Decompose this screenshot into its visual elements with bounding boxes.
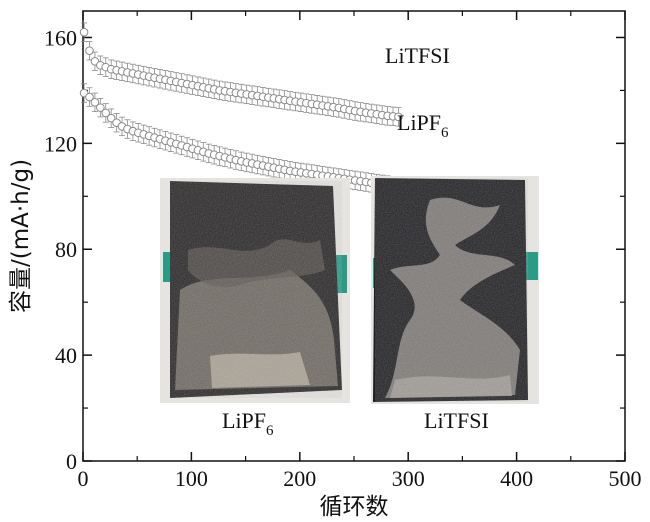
photo-caption-litfsi: LiTFSI [424, 408, 489, 433]
data-point [79, 27, 89, 37]
y-tick-label: 80 [55, 237, 77, 262]
data-marks [79, 22, 403, 196]
data-point [101, 108, 111, 118]
y-axis-title: 容量/(mA·h/g) [8, 159, 34, 313]
x-tick-label: 0 [78, 466, 89, 491]
y-tick-label: 0 [66, 449, 77, 474]
data-point [106, 113, 116, 123]
data-point [96, 103, 105, 112]
axis-ticks: 0 100 200 300 400 500 0 40 80 120 160 [44, 11, 642, 491]
inset-photo-lipf6: LiPF6 [160, 178, 350, 441]
series-label-lipf6: LiPF6 [397, 110, 449, 141]
data-point [394, 112, 403, 122]
x-axis-title: 循环数 [320, 494, 389, 520]
y-tick-label: 40 [55, 343, 77, 368]
y-tick-label: 120 [44, 131, 77, 156]
data-point [85, 46, 94, 56]
series-label-litfsi: LiTFSI [385, 43, 450, 68]
inset-photo-litfsi: LiTFSI [371, 176, 539, 441]
x-tick-label: 300 [392, 466, 425, 491]
x-tick-label: 100 [175, 466, 208, 491]
data-point [90, 98, 100, 107]
x-tick-label: 200 [283, 466, 316, 491]
x-tick-label: 400 [500, 466, 533, 491]
y-tick-label: 160 [44, 25, 77, 50]
photo-caption-lipf6: LiPF6 [222, 408, 274, 439]
series-litfsi [79, 22, 403, 127]
data-point [85, 92, 94, 102]
x-tick-label: 500 [609, 466, 642, 491]
